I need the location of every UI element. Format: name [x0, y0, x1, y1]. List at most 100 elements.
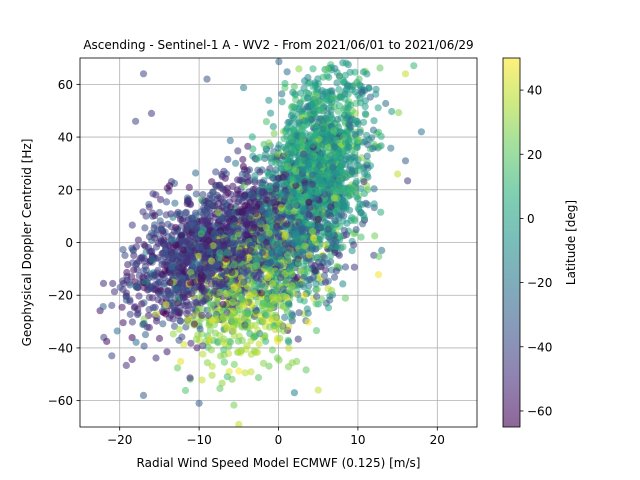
scatter-point	[160, 309, 168, 317]
scatter-point	[118, 303, 126, 311]
scatter-point	[401, 70, 410, 78]
scatter-point	[234, 198, 242, 206]
scatter-point	[170, 227, 178, 236]
scatter-point	[198, 376, 206, 384]
scatter-point	[239, 240, 247, 248]
scatter-point	[235, 367, 243, 375]
scatter-point	[299, 251, 307, 259]
scatter-point	[290, 207, 298, 215]
scatter-point	[166, 279, 174, 287]
scatter-point	[227, 338, 235, 346]
scatter-point	[273, 284, 281, 292]
scatter-point	[171, 199, 179, 207]
scatter-point	[376, 64, 384, 72]
scatter-point	[162, 301, 170, 309]
scatter-point	[260, 299, 268, 307]
scatter-point	[205, 194, 214, 203]
scatter-point	[244, 225, 252, 233]
scatter-point	[226, 312, 234, 320]
scatter-point	[178, 237, 186, 245]
scatter-point	[179, 294, 187, 302]
scatter-point	[248, 133, 256, 141]
scatter-point	[244, 266, 252, 275]
scatter-point	[123, 268, 131, 277]
scatter-point	[134, 236, 142, 244]
scatter-point	[239, 155, 247, 164]
scatter-point	[157, 225, 165, 233]
scatter-point	[219, 300, 227, 308]
scatter-point	[295, 309, 303, 317]
scatter-point	[365, 84, 373, 92]
scatter-point	[322, 136, 330, 144]
scatter-point	[341, 263, 350, 271]
scatter-point	[152, 310, 160, 318]
colorbar-ticks: −60 −40 −20 0 20 40	[520, 84, 552, 418]
y-tick-label: 0	[65, 236, 73, 250]
scatter-point	[357, 233, 365, 241]
scatter-point	[346, 101, 355, 109]
scatter-point	[287, 135, 295, 143]
scatter-point	[290, 82, 298, 91]
scatter-point	[261, 332, 269, 340]
scatter-point	[182, 208, 190, 216]
scatter-point	[244, 178, 252, 186]
scatter-point	[266, 185, 274, 193]
scatter-point	[308, 101, 316, 109]
scatter-point	[281, 233, 289, 241]
scatter-point	[359, 220, 367, 228]
scatter-point	[292, 167, 300, 175]
scatter-point	[311, 121, 319, 129]
scatter-point	[240, 278, 248, 286]
scatter-point	[260, 192, 268, 200]
scatter-point	[263, 309, 271, 317]
scatter-point	[356, 81, 364, 89]
colorbar-tick-label: 20	[527, 148, 542, 162]
scatter-point	[262, 289, 270, 298]
scatter-point	[234, 285, 242, 293]
x-axis-ticks: −20 −10 0 10 20	[107, 427, 445, 447]
scatter-point	[269, 279, 277, 288]
scatter-point	[295, 65, 303, 73]
scatter-point	[324, 225, 332, 233]
scatter-point	[145, 203, 153, 211]
scatter-point	[326, 252, 335, 260]
scatter-point	[143, 272, 151, 280]
scatter-point	[388, 107, 396, 116]
scatter-point	[253, 348, 262, 356]
scatter-point	[208, 371, 216, 379]
scatter-point	[177, 357, 185, 365]
scatter-point	[285, 118, 293, 126]
scatter-point	[339, 280, 347, 288]
scatter-point	[257, 235, 265, 243]
scatter-point	[329, 127, 337, 135]
scatter-point	[307, 116, 315, 124]
scatter-point	[208, 316, 216, 324]
scatter-point	[253, 256, 261, 264]
scatter-point	[157, 291, 165, 299]
scatter-point	[324, 144, 332, 152]
scatter-point	[339, 217, 347, 225]
scatter-point	[332, 267, 340, 275]
scatter-point	[314, 85, 322, 93]
scatter-point	[241, 231, 250, 239]
scatter-point	[354, 120, 362, 128]
scatter-point	[314, 386, 322, 394]
scatter-point	[266, 154, 275, 162]
scatter-point	[108, 301, 116, 310]
scatter-point	[360, 118, 368, 126]
scatter-point	[216, 229, 224, 238]
scatter-point	[289, 176, 297, 185]
scatter-point	[178, 262, 186, 270]
scatter-point	[122, 361, 130, 369]
scatter-point	[188, 232, 197, 241]
scatter-point	[274, 144, 282, 152]
scatter-point	[320, 190, 328, 198]
colorbar-tick-label: −60	[527, 404, 552, 418]
colorbar-frame	[502, 57, 521, 428]
scatter-point	[297, 225, 306, 233]
scatter-point	[312, 327, 321, 335]
scatter-point	[295, 258, 303, 266]
scatter-point	[277, 204, 285, 212]
scatter-point	[109, 279, 117, 288]
scatter-point	[179, 215, 187, 223]
